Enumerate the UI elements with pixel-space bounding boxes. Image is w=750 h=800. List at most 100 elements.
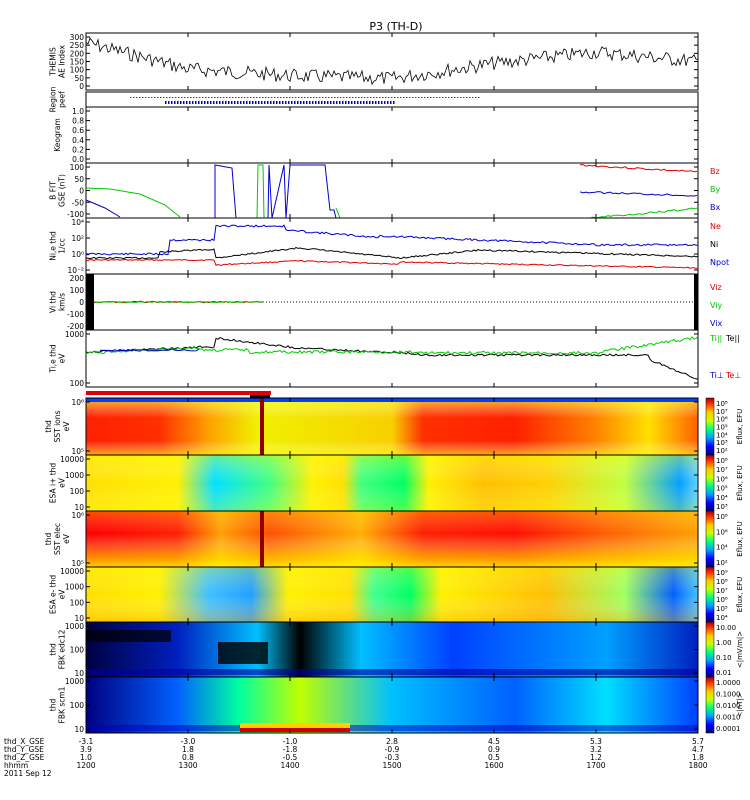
region-dot [166, 97, 168, 98]
region-dot [433, 97, 435, 98]
sst-elec-spike [260, 511, 264, 567]
region-dot [265, 97, 267, 98]
region-dot [384, 101, 386, 104]
region-dot [393, 101, 395, 104]
region-dot [316, 97, 318, 98]
xaxis-value: 0.8 [182, 753, 194, 762]
xaxis-value: 4.5 [488, 737, 500, 746]
sst_ions-panel-cbar-label: 10⁶ [716, 416, 728, 424]
region-dot [255, 101, 257, 104]
xaxis-value: 5.3 [590, 737, 602, 746]
region-dot [276, 101, 278, 104]
ae-panel-tick-label: 300 [70, 33, 85, 42]
fbk-edc-band [218, 642, 268, 664]
region-dot [216, 101, 218, 104]
xaxis-value: 1600 [484, 761, 503, 770]
density-panel-ylabel: Ni,e thd [49, 231, 58, 261]
viy-line [93, 300, 265, 304]
xaxis-value: 1700 [586, 761, 605, 770]
velocity-panel-ylabel: Vi thd [49, 291, 58, 313]
region-dot [183, 101, 185, 104]
region-dot [370, 97, 372, 98]
region-dot [463, 97, 465, 98]
region-dot [442, 97, 444, 98]
fbk_scm-panel-tick-label: 1000 [65, 677, 84, 686]
te-line [85, 337, 699, 380]
fbk_scm-panel-cbar-label: 0.0100 [716, 702, 741, 710]
fbk-scm-band [240, 728, 350, 732]
region-dot [349, 97, 351, 98]
velocity-panel-tick-label: 100 [70, 286, 85, 295]
region-dot [285, 101, 287, 104]
region-dot [168, 101, 170, 104]
temp-panel-frame [85, 329, 699, 388]
region-dot [331, 97, 333, 98]
region-dot [369, 101, 371, 104]
temp-panel-ylabel: Ti,e thd [49, 344, 58, 374]
bfield-panel-tick-label: 50 [74, 175, 84, 184]
region-dot [475, 97, 477, 98]
region-dot [310, 97, 312, 98]
esa_ions-panel-cbar-label: 10⁷ [716, 466, 728, 474]
region-dot [271, 97, 273, 98]
fbk-scm-band [240, 723, 350, 731]
keogram-panel-frame [85, 106, 699, 164]
sst_elec-panel-tick-label: 10⁵ [71, 559, 84, 568]
region-dot [322, 97, 324, 98]
esa_elec-panel-tick-label: 10000 [60, 567, 84, 576]
sst-ions-spike [260, 398, 264, 455]
region-dot [330, 101, 332, 104]
velocity-panel-tick-label: 200 [70, 274, 85, 283]
region-dot [174, 101, 176, 104]
region-dot [357, 101, 359, 104]
region-dot [235, 97, 237, 98]
region-dot [321, 101, 323, 104]
region-dot [160, 97, 162, 98]
region-dot [346, 97, 348, 98]
region-dot [361, 97, 363, 98]
region-dot [130, 97, 132, 98]
temp-legend-ti-par: Ti|| [709, 334, 722, 343]
region-dot [379, 97, 381, 98]
region-dot [342, 101, 344, 104]
sst_elec-panel-cbar-label: 10² [716, 559, 728, 567]
region-dot [306, 101, 308, 104]
sst_ions-panel-cbar-label: 10² [716, 447, 728, 455]
sst_elec-panel-ylabel: eV [62, 533, 71, 544]
region-dot [469, 97, 471, 98]
fbk_scm-panel-ylabel: FBK scm1 [58, 686, 67, 723]
bfield-panel-legend-By: By [710, 185, 720, 194]
region-dot [430, 97, 432, 98]
region-dot [273, 101, 275, 104]
esa_ions-panel-tick-label: 10 [74, 503, 84, 512]
bfield-panel-ylabel: GSE (nT) [58, 174, 67, 207]
density-panel-tick-label: 10² [71, 234, 84, 243]
region-dot [286, 97, 288, 98]
esa_elec-panel-tick-label: 100 [70, 598, 85, 607]
region-dot [333, 101, 335, 104]
region-dot [181, 97, 183, 98]
fbk_scm-panel-tick-label: 100 [70, 701, 85, 710]
xaxis-value: 1.2 [590, 753, 602, 762]
region-dot [394, 97, 396, 98]
sst_ions-panel-ylabel: thd [44, 420, 53, 433]
region-dot [303, 101, 305, 104]
sst_ions-panel-ylabel: SST ions [53, 411, 62, 443]
region-dot [178, 97, 180, 98]
region-dot [328, 97, 330, 98]
ti-perp-line [99, 348, 200, 352]
region-dot [397, 97, 399, 98]
fbk_scm-panel-cbar-label: 0.0001 [716, 725, 741, 733]
region-dot [142, 97, 144, 98]
region-dot [250, 97, 252, 98]
region-dot [165, 101, 167, 104]
ae-panel-tick-label: 100 [70, 66, 85, 75]
fbk_scm-panel-cbar-label: 1.0000 [716, 679, 741, 687]
region-dot [294, 101, 296, 104]
sst_ions-panel-cbar-label: 10³ [716, 439, 728, 447]
esa_elec-panel-cbar-label: 10⁴ [716, 614, 728, 622]
region-panel-frame [85, 91, 699, 108]
velocity-panel-tick-label: -100 [67, 310, 84, 319]
density-panel-legend-Ne: Ne [710, 222, 721, 231]
